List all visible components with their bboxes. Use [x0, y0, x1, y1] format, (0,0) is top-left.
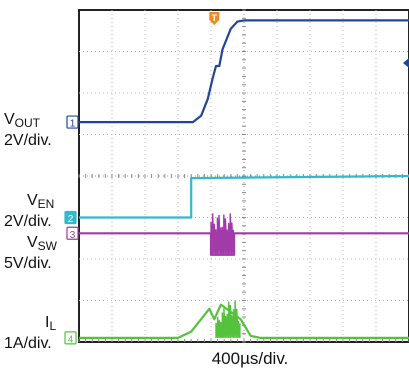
grid — [78, 9, 409, 343]
x-axis-label: 400µs/div. — [211, 349, 289, 368]
channel-1-trace — [79, 19, 409, 124]
channel-4-marker: 4 — [64, 331, 77, 345]
channel-3-marker: 3 — [66, 226, 79, 241]
channel-1-marker-number: 1 — [70, 119, 76, 130]
traces — [79, 19, 409, 339]
ven-name: VEN — [27, 192, 55, 211]
channel-2-marker: 2 — [64, 210, 77, 225]
il-scale: 1A/div. — [4, 335, 52, 352]
right-edge-marker — [403, 58, 409, 68]
vsw-name: VSW — [27, 234, 58, 253]
channel-4-marker-number: 4 — [68, 334, 74, 345]
trigger-letter: T — [212, 13, 218, 23]
channel-4-burst — [215, 300, 241, 338]
channel-1-marker-box — [66, 115, 79, 129]
channel-3-trace-group — [79, 213, 409, 256]
vout-label: VOUT 2V/div. — [4, 111, 52, 149]
channel-3-burst — [210, 213, 235, 255]
channel-4-trace-group — [79, 300, 409, 339]
channel-2-trace-group — [79, 174, 409, 219]
channel-4-marker-box — [64, 331, 77, 345]
vsw-scale: 5V/div. — [4, 255, 52, 272]
ven-scale: 2V/div. — [4, 213, 52, 230]
channel-4-trace — [79, 303, 409, 339]
trigger-arrow — [209, 12, 220, 25]
il-label: IL 1A/div. — [4, 314, 57, 352]
vout-scale: 2V/div. — [4, 132, 52, 149]
channel-2-marker-box — [64, 210, 77, 225]
channel-3-marker-number: 3 — [70, 230, 76, 241]
vsw-label: VSW 5V/div. — [4, 234, 58, 272]
channel-3-trace — [79, 232, 409, 256]
ven-label: VEN 2V/div. — [4, 192, 55, 230]
channel-3-marker-box — [66, 226, 79, 240]
vout-name: VOUT — [4, 111, 41, 130]
channel-1-trace-group — [79, 19, 409, 124]
channel-1-marker: 1 — [66, 115, 79, 130]
channel-markers: 1 2 3 4 — [64, 115, 79, 345]
il-name: IL — [45, 314, 57, 333]
channel-2-marker-number: 2 — [68, 214, 74, 225]
trigger-marker: T — [209, 12, 220, 25]
channel-2-trace — [79, 174, 409, 219]
